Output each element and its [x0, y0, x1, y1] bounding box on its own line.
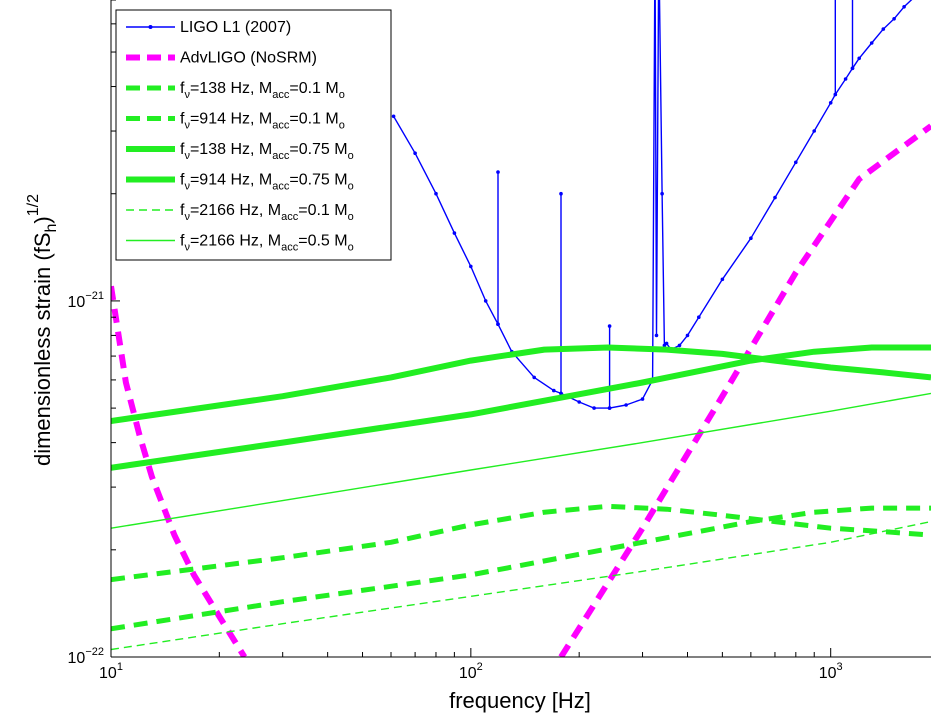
x-axis-label: frequency [Hz]	[449, 688, 591, 713]
series-line-6-0	[111, 520, 931, 651]
data-point	[559, 391, 563, 396]
data-point	[843, 77, 848, 81]
data-point	[685, 333, 690, 338]
legend-label: fν=138 Hz, Macc=0.75 Mo	[180, 141, 354, 162]
ticks-layer: 101 102 103 10−22 10−21	[68, 0, 843, 682]
data-point	[773, 195, 777, 200]
legend-entry-1: AdvLIGO (NoSRM)	[126, 50, 317, 67]
x-tick-label: 102	[459, 661, 483, 682]
y-tick-label: 10−21	[68, 290, 104, 311]
series-6	[111, 520, 931, 651]
legend-label: fν=914 Hz, Macc=0.1 Mo	[180, 111, 345, 132]
series-line-5-0	[111, 344, 931, 471]
data-point	[496, 170, 500, 174]
data-point	[640, 397, 645, 401]
legend: LIGO L1 (2007) AdvLIGO (NoSRM) fν=138 Hz, …	[115, 9, 392, 261]
data-point	[413, 151, 417, 155]
legend-box	[115, 9, 392, 261]
data-point	[697, 315, 701, 320]
axes-layer	[110, 0, 931, 658]
data-point	[720, 277, 725, 282]
data-point	[850, 66, 855, 71]
data-point	[892, 17, 896, 21]
data-point	[532, 375, 536, 380]
legend-entry-2: fν=138 Hz, Macc=0.1 Mo	[126, 80, 345, 101]
data-point	[812, 129, 816, 133]
legend-entry-4: fν=138 Hz, Macc=0.75 Mo	[126, 141, 354, 162]
data-point	[664, 341, 669, 346]
data-point	[749, 236, 753, 240]
legend-entry-0: LIGO L1 (2007)	[126, 19, 291, 36]
series-1	[111, 123, 931, 657]
data-point	[857, 56, 861, 61]
data-point	[902, 5, 906, 9]
series-line-1-0	[111, 285, 248, 657]
series-2	[111, 503, 931, 583]
data-point	[559, 191, 563, 196]
legend-label: fν=2166 Hz, Macc=0.5 Mo	[180, 233, 354, 254]
data-point	[881, 27, 886, 31]
legend-label: fν=138 Hz, Macc=0.1 Mo	[180, 80, 345, 101]
data-point	[452, 231, 457, 235]
x-tick-label: 101	[99, 661, 123, 682]
y-axis-label: dimensionless strain (fSh)1/2	[25, 194, 60, 466]
series-line-3-0	[111, 505, 931, 632]
y-tick-label: 10−22	[68, 646, 104, 667]
series-0	[391, 0, 913, 410]
series-layer	[111, 0, 931, 657]
series-5	[111, 344, 931, 471]
x-tick-label: 103	[819, 661, 843, 682]
legend-label: fν=2166 Hz, Macc=0.1 Mo	[180, 202, 354, 223]
legend-label: AdvLIGO (NoSRM)	[180, 50, 317, 67]
series-7	[111, 392, 931, 529]
legend-entry-7: fν=2166 Hz, Macc=0.5 Mo	[126, 233, 354, 254]
data-point	[660, 191, 664, 196]
legend-marker	[148, 25, 153, 29]
data-point	[654, 333, 659, 338]
legend-entry-3: fν=914 Hz, Macc=0.1 Mo	[126, 111, 345, 132]
data-point	[794, 160, 798, 165]
legend-label: LIGO L1 (2007)	[180, 19, 291, 36]
legend-label: fν=914 Hz, Macc=0.75 Mo	[180, 172, 354, 193]
data-point	[552, 388, 556, 393]
data-point	[828, 101, 833, 105]
series-line-2-0	[111, 503, 931, 583]
data-point	[869, 41, 874, 45]
data-point	[391, 114, 396, 119]
data-point	[483, 299, 488, 303]
data-point	[469, 264, 473, 269]
series-4	[111, 344, 931, 424]
series-line-4-0	[111, 344, 931, 424]
data-point	[607, 324, 612, 328]
data-point	[496, 322, 500, 327]
data-point	[592, 406, 596, 410]
data-point	[434, 191, 438, 196]
series-line-1-1	[558, 123, 931, 657]
data-point	[677, 343, 682, 348]
data-point	[607, 406, 612, 410]
series-line-7-0	[111, 392, 931, 529]
data-point	[577, 400, 581, 404]
series-3	[111, 505, 931, 632]
data-point	[624, 403, 628, 407]
data-point	[833, 92, 838, 97]
series-line-0-0	[392, 0, 913, 409]
legend-entry-6: fν=2166 Hz, Macc=0.1 Mo	[126, 202, 354, 223]
legend-entry-5: fν=914 Hz, Macc=0.75 Mo	[126, 172, 354, 193]
